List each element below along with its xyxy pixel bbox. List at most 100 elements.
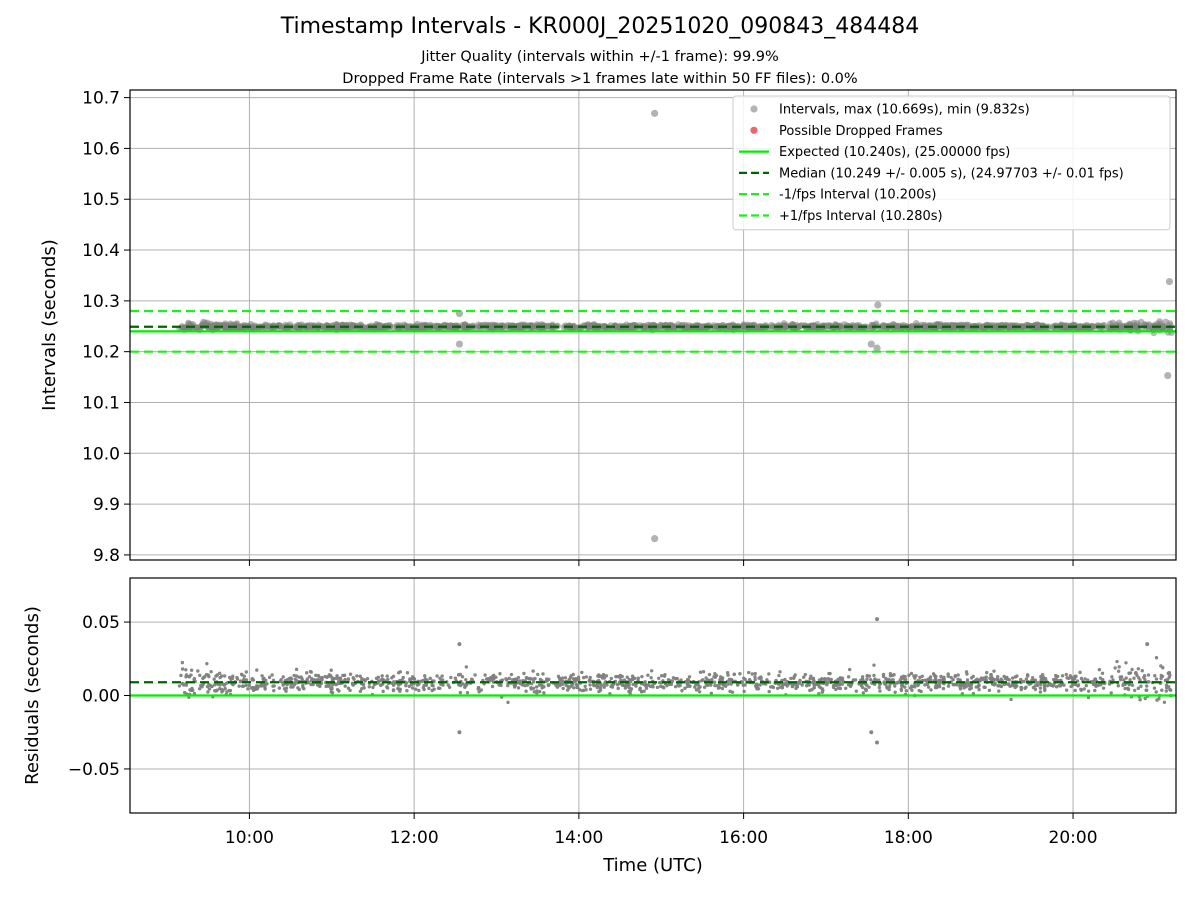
data-point bbox=[1128, 671, 1133, 675]
data-point bbox=[877, 685, 882, 690]
data-point bbox=[249, 686, 254, 690]
data-point bbox=[464, 677, 468, 682]
data-point bbox=[1126, 687, 1131, 692]
data-point bbox=[572, 679, 577, 684]
data-point bbox=[506, 700, 510, 705]
data-point bbox=[560, 679, 565, 684]
data-point bbox=[758, 683, 762, 687]
outlier-point bbox=[874, 301, 882, 309]
data-point bbox=[753, 671, 757, 676]
data-point bbox=[1167, 670, 1171, 675]
data-point bbox=[348, 688, 352, 693]
data-point bbox=[537, 683, 542, 687]
data-point bbox=[329, 687, 333, 691]
data-point bbox=[851, 323, 859, 330]
data-point bbox=[809, 674, 813, 678]
data-point bbox=[391, 688, 396, 692]
data-point bbox=[355, 674, 359, 678]
data-point bbox=[535, 689, 539, 693]
data-point bbox=[650, 683, 655, 688]
data-point bbox=[1143, 696, 1147, 701]
data-point bbox=[376, 681, 380, 685]
data-point bbox=[267, 675, 272, 680]
data-point bbox=[574, 676, 578, 681]
data-point bbox=[747, 677, 752, 682]
y-axis-label: Residuals (seconds) bbox=[22, 606, 43, 785]
data-point bbox=[1031, 685, 1036, 690]
y-tick-label: 10.7 bbox=[82, 89, 120, 109]
data-point bbox=[698, 685, 702, 689]
plot-area-residuals bbox=[130, 617, 1176, 745]
data-point bbox=[946, 674, 950, 679]
data-point bbox=[792, 675, 796, 679]
data-point bbox=[207, 687, 212, 691]
data-point bbox=[824, 679, 828, 684]
data-point bbox=[558, 678, 562, 682]
data-point bbox=[580, 670, 584, 675]
data-point bbox=[197, 687, 202, 691]
data-point bbox=[1105, 324, 1113, 332]
data-point bbox=[182, 690, 187, 695]
data-point bbox=[223, 686, 227, 691]
data-point bbox=[678, 683, 682, 688]
data-point bbox=[597, 689, 601, 694]
data-point bbox=[627, 685, 631, 690]
data-point bbox=[1136, 667, 1141, 671]
data-point bbox=[583, 684, 587, 688]
data-point bbox=[464, 665, 469, 669]
data-point bbox=[964, 681, 968, 686]
data-point bbox=[230, 676, 235, 681]
data-point bbox=[506, 683, 510, 688]
data-point bbox=[1024, 685, 1028, 689]
data-point bbox=[587, 679, 591, 683]
data-point bbox=[1052, 683, 1056, 687]
data-point bbox=[854, 689, 858, 693]
legend-item: Median (10.249 +/- 0.005 s), (24.97703 +… bbox=[739, 166, 1124, 181]
data-point bbox=[576, 675, 581, 680]
data-point bbox=[649, 669, 654, 673]
data-point bbox=[563, 676, 568, 680]
data-point bbox=[214, 674, 218, 678]
data-point bbox=[962, 686, 966, 690]
data-point bbox=[743, 677, 747, 682]
plot-frame-intervals bbox=[129, 89, 1177, 561]
data-point bbox=[477, 690, 481, 694]
data-point bbox=[1121, 683, 1125, 687]
data-point bbox=[235, 677, 240, 681]
data-point bbox=[803, 672, 807, 677]
data-point bbox=[1082, 687, 1086, 691]
data-point bbox=[992, 677, 996, 682]
data-point bbox=[428, 676, 432, 681]
data-point bbox=[285, 682, 289, 687]
legend: Intervals, max (10.669s), min (9.832s) Po… bbox=[732, 95, 1171, 231]
data-point bbox=[494, 675, 498, 679]
data-point bbox=[720, 686, 725, 691]
data-point bbox=[490, 684, 495, 689]
data-point bbox=[198, 673, 202, 678]
data-point bbox=[581, 675, 586, 680]
data-point bbox=[179, 673, 183, 678]
data-point bbox=[685, 679, 689, 684]
data-point bbox=[222, 325, 229, 332]
data-point bbox=[1138, 678, 1142, 682]
data-point bbox=[1073, 674, 1077, 678]
outlier-point bbox=[1145, 642, 1150, 647]
data-point bbox=[623, 686, 628, 690]
plot-area-intervals bbox=[130, 109, 1176, 543]
dropped-frame-subtitle: Dropped Frame Rate (intervals >1 frames … bbox=[342, 71, 858, 87]
legend-marker bbox=[750, 105, 758, 113]
data-point bbox=[859, 683, 864, 688]
data-point bbox=[577, 688, 582, 692]
data-point bbox=[1038, 686, 1043, 690]
data-point bbox=[684, 324, 691, 332]
data-point bbox=[363, 679, 367, 683]
x-tick-label: 18:00 bbox=[884, 828, 933, 848]
data-point bbox=[1045, 684, 1050, 688]
residuals-panel: −0.05 0.00 0.05 10:00 12:00 14:00 16:00 18:00 20… bbox=[22, 577, 1177, 876]
data-point bbox=[885, 685, 889, 689]
data-point bbox=[740, 680, 744, 684]
data-point bbox=[222, 674, 227, 678]
data-point bbox=[202, 675, 206, 680]
data-point bbox=[177, 684, 182, 688]
outlier-point bbox=[875, 740, 880, 745]
